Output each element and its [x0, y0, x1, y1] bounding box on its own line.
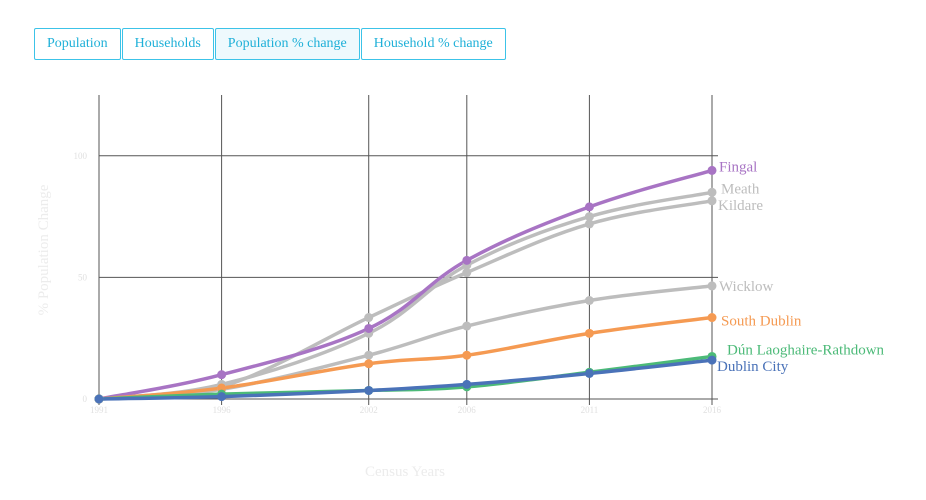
series-line — [97, 190, 714, 401]
series-end-label: Kildare — [718, 198, 763, 214]
data-point — [364, 385, 374, 395]
data-point — [584, 212, 594, 222]
data-point — [364, 350, 374, 360]
series-lines — [97, 168, 714, 401]
data-point — [364, 359, 374, 369]
x-tick-label: 1991 — [90, 405, 108, 415]
series-end-label: Meath — [721, 181, 760, 197]
data-point — [707, 196, 717, 206]
tab-population[interactable]: Population — [34, 28, 121, 60]
data-point — [584, 368, 594, 378]
data-point — [707, 313, 717, 323]
y-tick-label: 0 — [83, 394, 88, 404]
data-point — [462, 268, 472, 278]
y-axis-title: % Population Change — [36, 184, 52, 315]
x-tick-label: 2006 — [458, 405, 477, 415]
tab-population-change[interactable]: Population % change — [214, 28, 360, 60]
data-point — [707, 165, 717, 175]
y-tick-label: 100 — [74, 151, 88, 161]
data-point — [462, 379, 472, 389]
axis-ticks: 1991 1996 2002 2006 2011 2016 0 50 100 — [74, 151, 722, 415]
data-point — [364, 313, 374, 323]
data-point — [462, 255, 472, 265]
data-point — [584, 202, 594, 212]
data-point — [462, 321, 472, 331]
tab-household-change[interactable]: Household % change — [360, 28, 506, 60]
y-tick-label: 50 — [78, 272, 88, 282]
series-end-label: Fingal — [719, 159, 757, 175]
data-point — [217, 392, 227, 402]
x-tick-label: 2011 — [581, 405, 599, 415]
chart-tabs: Population Households Population % chang… — [34, 28, 506, 60]
series-line — [97, 358, 714, 401]
data-point — [462, 350, 472, 360]
tab-households[interactable]: Households — [121, 28, 214, 60]
data-point — [584, 219, 594, 229]
series-end-label: Wicklow — [719, 279, 774, 295]
series-line — [97, 168, 714, 401]
data-point — [707, 187, 717, 197]
data-point — [707, 281, 717, 291]
series-end-label: Dublin City — [717, 359, 789, 375]
series-end-label: South Dublin — [721, 314, 802, 330]
data-point — [584, 296, 594, 306]
data-point — [94, 394, 104, 404]
series-points — [94, 165, 717, 404]
x-axis-title: Census Years — [365, 464, 445, 480]
x-tick-label: 2002 — [360, 405, 378, 415]
series-line — [97, 315, 714, 401]
data-point — [584, 328, 594, 338]
x-tick-label: 1996 — [213, 405, 232, 415]
x-tick-label: 2016 — [703, 405, 722, 415]
data-point — [217, 370, 227, 380]
series-end-label: Dún Laoghaire-Rathdown — [727, 342, 885, 358]
data-point — [707, 355, 717, 365]
data-point — [364, 323, 374, 333]
chart-grid — [98, 95, 718, 405]
